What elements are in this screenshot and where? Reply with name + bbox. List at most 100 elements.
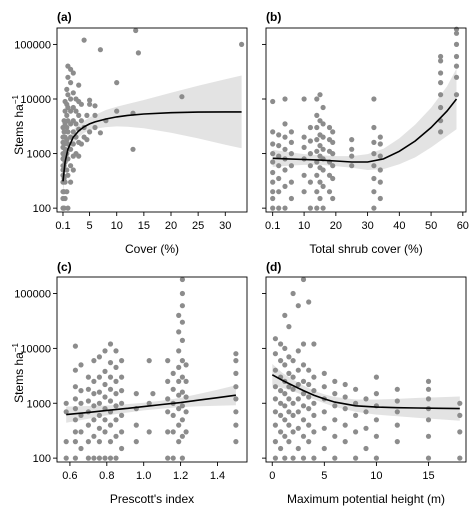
data-point — [102, 429, 108, 435]
data-point — [332, 391, 338, 397]
data-point — [290, 290, 296, 297]
data-point — [270, 98, 276, 105]
data-point — [438, 70, 444, 76]
data-point — [73, 121, 79, 127]
x-tick-label: 20 — [165, 220, 177, 232]
data-point — [102, 455, 108, 461]
data-point — [85, 398, 91, 404]
data-point — [62, 195, 68, 202]
data-point — [377, 153, 383, 159]
data-point — [373, 391, 379, 397]
data-point — [438, 58, 444, 64]
data-point — [179, 319, 185, 325]
data-point — [320, 134, 326, 140]
data-point — [453, 53, 460, 60]
data-point — [176, 312, 182, 318]
data-point — [272, 336, 278, 342]
panel-d: 0 5 10 15 (d) Maximum potential height (m) — [262, 260, 467, 506]
data-point — [314, 124, 320, 131]
data-point — [72, 429, 78, 435]
data-point — [286, 370, 292, 376]
data-point — [135, 50, 141, 56]
data-point — [272, 367, 278, 373]
data-point — [165, 455, 171, 461]
data-point — [107, 439, 114, 445]
data-point — [64, 189, 70, 195]
data-point — [342, 406, 348, 412]
data-point — [453, 26, 460, 32]
data-point — [233, 384, 239, 390]
data-point — [307, 124, 313, 131]
data-point — [282, 121, 288, 127]
data-point — [295, 367, 301, 373]
data-point — [438, 129, 444, 135]
data-point — [295, 381, 301, 388]
data-point — [176, 378, 182, 384]
data-point — [332, 378, 338, 384]
x-tick-label: 50 — [425, 220, 437, 232]
data-point — [353, 386, 359, 392]
panel-label: (d) — [266, 260, 281, 274]
data-point — [91, 403, 97, 409]
data-point — [72, 343, 78, 349]
data-point — [282, 134, 288, 140]
data-point — [290, 386, 296, 392]
y-tick-label: 100000 — [14, 289, 51, 301]
data-point — [102, 417, 108, 423]
data-point — [85, 386, 91, 392]
data-point — [170, 412, 176, 418]
data-point — [286, 439, 292, 445]
data-point — [326, 189, 333, 195]
data-point — [349, 163, 355, 169]
panel-label: (b) — [266, 10, 281, 24]
data-point — [457, 455, 463, 461]
data-point — [179, 337, 185, 343]
data-point — [342, 394, 348, 400]
data-point — [377, 179, 383, 185]
y-axis-title-main: Stems ha — [12, 104, 26, 155]
data-point — [65, 205, 71, 211]
x-axis-title: Cover (%) — [125, 242, 179, 256]
data-point — [314, 205, 320, 211]
data-point — [349, 153, 355, 159]
data-point — [102, 368, 108, 374]
panel-b: 0.1 10 20 30 40 50 60 (b) Total shrub cover (%) — [262, 10, 469, 256]
y-tick-label: 100000 — [14, 39, 51, 51]
y-tick-label: 100 — [33, 453, 51, 465]
data-point — [96, 425, 102, 431]
data-point — [330, 129, 336, 135]
plot-frame — [265, 27, 467, 213]
data-point — [97, 130, 103, 136]
data-point — [320, 167, 326, 173]
data-point — [307, 151, 313, 157]
data-point — [96, 412, 102, 418]
data-point — [92, 124, 98, 131]
data-point — [349, 137, 355, 143]
confidence-band — [63, 75, 242, 196]
data-point — [65, 129, 71, 135]
data-point — [78, 118, 84, 124]
data-point — [373, 455, 379, 461]
data-point — [72, 455, 78, 461]
data-point — [233, 439, 239, 445]
data-point — [307, 138, 313, 144]
data-point — [70, 70, 76, 76]
data-point — [64, 112, 70, 118]
data-point — [233, 351, 239, 357]
data-point — [65, 104, 71, 111]
data-point — [342, 381, 348, 388]
data-point — [290, 429, 296, 435]
data-point — [394, 439, 400, 445]
data-point — [78, 388, 84, 394]
data-point — [330, 139, 336, 145]
data-point — [326, 172, 333, 178]
data-point — [438, 104, 444, 111]
data-point — [332, 417, 338, 423]
data-point — [321, 409, 327, 415]
data-point — [96, 374, 102, 380]
data-point — [288, 195, 294, 202]
x-tick-label: 5 — [87, 220, 93, 232]
data-point — [133, 27, 139, 34]
data-point — [300, 403, 307, 409]
data-point — [306, 299, 312, 305]
